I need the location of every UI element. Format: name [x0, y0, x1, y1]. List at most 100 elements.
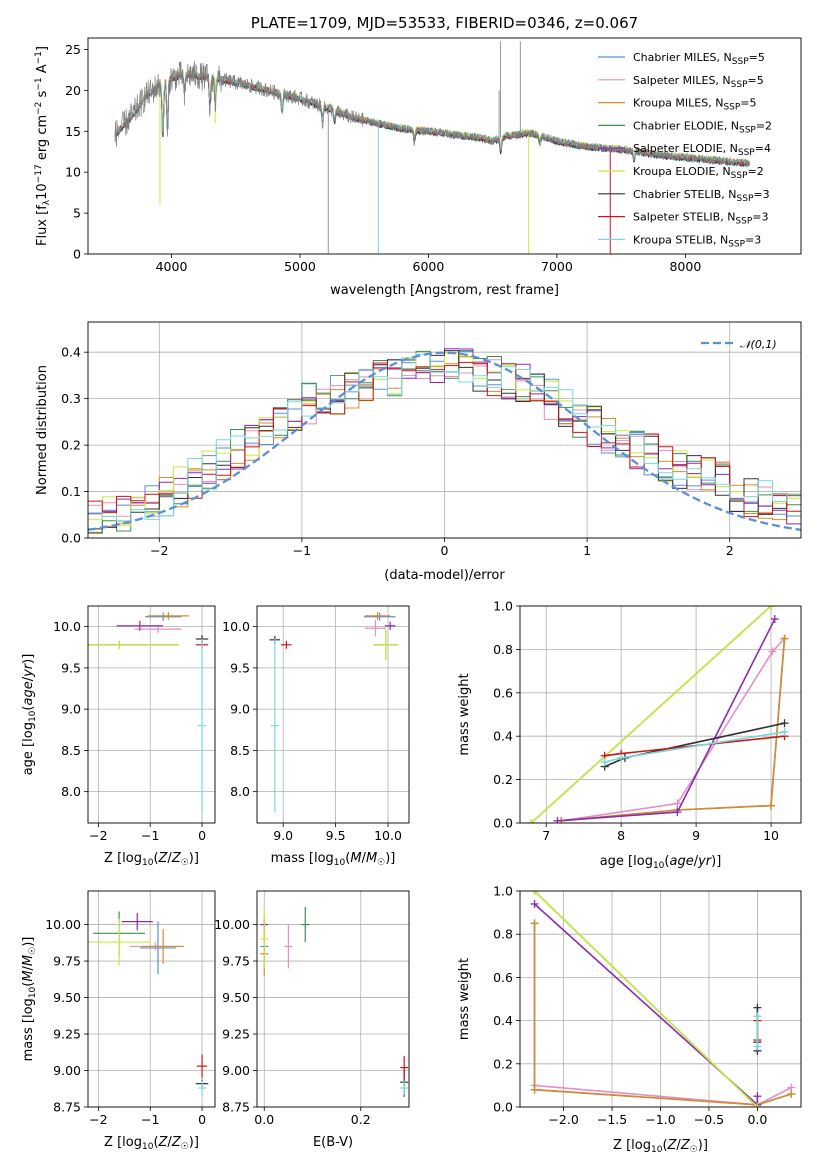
y-tick-label: 20	[65, 83, 81, 98]
x-tick-label: −1	[293, 543, 311, 558]
y-tick-label: 8.75	[53, 1100, 81, 1115]
legend-label: Chabrier STELIB, NSSP=3	[633, 188, 770, 204]
y-tick-label: 0.1	[61, 484, 81, 499]
label-segment: Kroupa STELIB, N	[633, 233, 728, 246]
label-segment: SSP	[728, 239, 745, 249]
label-segment: Z	[158, 1135, 169, 1150]
plot-area	[269, 611, 399, 813]
x-tick-label: 2	[726, 543, 734, 558]
y-tick-label: 0.6	[493, 970, 513, 985]
y-tick-label: 0	[73, 247, 81, 262]
weight-line	[561, 637, 786, 822]
label-segment: 10	[35, 183, 50, 200]
y-tick-label: 0.0	[493, 816, 513, 831]
x-tick-label: 9	[692, 828, 700, 843]
label-segment: age [log	[21, 722, 36, 775]
weight-line	[533, 923, 792, 1106]
weight-line	[533, 891, 758, 1107]
axes-frame	[87, 890, 216, 1108]
label-segment: =5	[748, 74, 764, 87]
y-axis-label: Normed distribution	[35, 365, 50, 495]
x-tick-label: 0.0	[747, 1112, 767, 1127]
panel-mass_vs_Z: −2 −1 0 8.75 9.00 9.25 9.50 9.75 10.00	[45, 890, 216, 1127]
x-tick-label: 7000	[541, 259, 573, 274]
label-segment: ☉	[181, 1142, 189, 1152]
label-segment: Z [log	[104, 1135, 142, 1150]
x-tick-label: −2	[89, 828, 107, 843]
y-tick-label: 10.00	[45, 917, 81, 932]
label-segment: =2	[748, 165, 764, 178]
weight-line	[533, 923, 792, 1106]
x-tick-label: 0	[198, 828, 206, 843]
label-segment: 10	[142, 858, 154, 868]
label-segment: )]	[21, 654, 36, 664]
label-segment: Kroupa MILES, N	[633, 97, 723, 110]
histogram-step	[88, 350, 801, 530]
label-segment: yr	[697, 854, 713, 869]
label-segment: age	[669, 854, 693, 869]
label-segment: λ	[42, 199, 52, 205]
label-segment: Z	[667, 1138, 678, 1153]
x-axis-label: mass [log10(M/M☉)]	[271, 851, 396, 868]
y-tick-label: 8.0	[61, 784, 81, 799]
y-tick-label: 0.2	[61, 438, 81, 453]
y-tick-label: 9.0	[61, 702, 81, 717]
label-segment: SSP	[732, 57, 749, 67]
y-axis-label: mass weight	[457, 673, 472, 755]
label-segment: (	[662, 1138, 667, 1153]
plot-area	[88, 348, 801, 534]
plot-area	[530, 891, 796, 1107]
label-segment: −1	[34, 51, 44, 64]
label-segment: 10	[142, 1142, 154, 1152]
plot-area	[114, 41, 750, 254]
panel-age_vs_Z: −2 −1 0 8.0 8.5 9.0 9.5 10.0	[53, 605, 216, 843]
y-tick-label: 15	[65, 124, 81, 139]
label-segment: Z	[171, 1135, 182, 1150]
x-tick-label: 4000	[156, 259, 188, 274]
axes-frame	[256, 890, 410, 1108]
label-segment: =3	[753, 188, 769, 201]
y-tick-label: 8.0	[230, 784, 250, 799]
y-tick-label: 8.75	[222, 1100, 250, 1115]
y-axis-label: mass [log10(M/M☉)]	[21, 937, 38, 1062]
y-tick-label: 0.8	[493, 642, 513, 657]
x-tick-label: 8	[617, 828, 625, 843]
label-segment: ☉	[28, 947, 38, 955]
label-segment: E(B-V)	[313, 1135, 353, 1150]
histogram-step	[88, 352, 801, 527]
legend-label: 𝒩(0,1)	[740, 338, 777, 351]
label-segment: 10	[28, 710, 38, 722]
histogram-step	[88, 361, 801, 518]
x-axis-label: age [log10(age/yr)]	[600, 854, 722, 871]
label-segment: age [log	[600, 854, 653, 869]
y-tick-label: 10.0	[222, 619, 250, 634]
label-segment: SSP	[739, 125, 756, 135]
x-tick-label: 0	[441, 543, 449, 558]
data-spectrum	[114, 61, 750, 168]
label-segment: =3	[752, 211, 768, 224]
x-tick-label: 8000	[669, 259, 701, 274]
y-tick-label: 9.75	[53, 954, 81, 969]
x-tick-label: −2	[89, 1112, 107, 1127]
label-segment: mass [log	[271, 851, 334, 866]
label-segment: SSP	[735, 217, 752, 227]
axes-frame	[519, 605, 802, 824]
label-segment: /	[21, 965, 36, 970]
label-segment: Z [log	[104, 851, 142, 866]
label-segment: (	[153, 1135, 158, 1150]
label-segment: Flux [f	[35, 205, 50, 246]
y-tick-label: 9.50	[222, 990, 250, 1005]
x-tick-label: 7	[542, 828, 550, 843]
label-segment: ]	[35, 46, 50, 51]
label-segment: A	[35, 64, 50, 77]
label-segment: (	[153, 851, 158, 866]
y-tick-label: 9.00	[222, 1063, 250, 1078]
label-segment: (	[21, 982, 36, 987]
label-segment: −1	[34, 77, 44, 90]
label-segment: M	[21, 955, 36, 966]
y-tick-label: 0.3	[61, 391, 81, 406]
panel-residuals: −2 −1 0 1 2 0.0 0.1 0.2 0.3 0.4	[61, 321, 802, 558]
label-segment: )]	[385, 851, 395, 866]
label-segment: SSP	[731, 171, 748, 181]
panel-mass_vs_EBV: 0.0 0.2 8.75 9.00 9.25 9.50 9.75 10.00	[214, 890, 410, 1127]
